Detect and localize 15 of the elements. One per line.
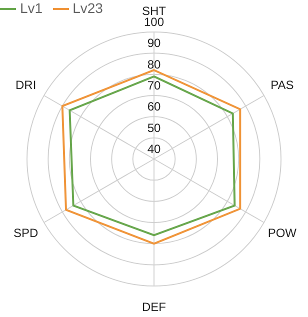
y-tick-label: 60 — [147, 100, 161, 114]
legend-label: Lv23 — [72, 0, 103, 16]
spoke-label: PAS — [270, 78, 294, 92]
y-tick-label: 100 — [144, 15, 164, 29]
y-tick-label: 90 — [147, 36, 161, 50]
spoke-label: DRI — [15, 78, 36, 92]
y-tick-label: 70 — [147, 78, 161, 92]
spoke-label: SPD — [13, 226, 38, 240]
spoke-label: SHT — [142, 4, 167, 18]
y-tick-label: 80 — [147, 57, 161, 72]
spoke-label: POW — [268, 226, 298, 240]
legend-label: Lv1 — [20, 0, 43, 16]
y-tick-label: 40 — [147, 142, 161, 156]
spoke-label: DEF — [142, 300, 166, 314]
y-tick-label: 50 — [147, 120, 161, 135]
